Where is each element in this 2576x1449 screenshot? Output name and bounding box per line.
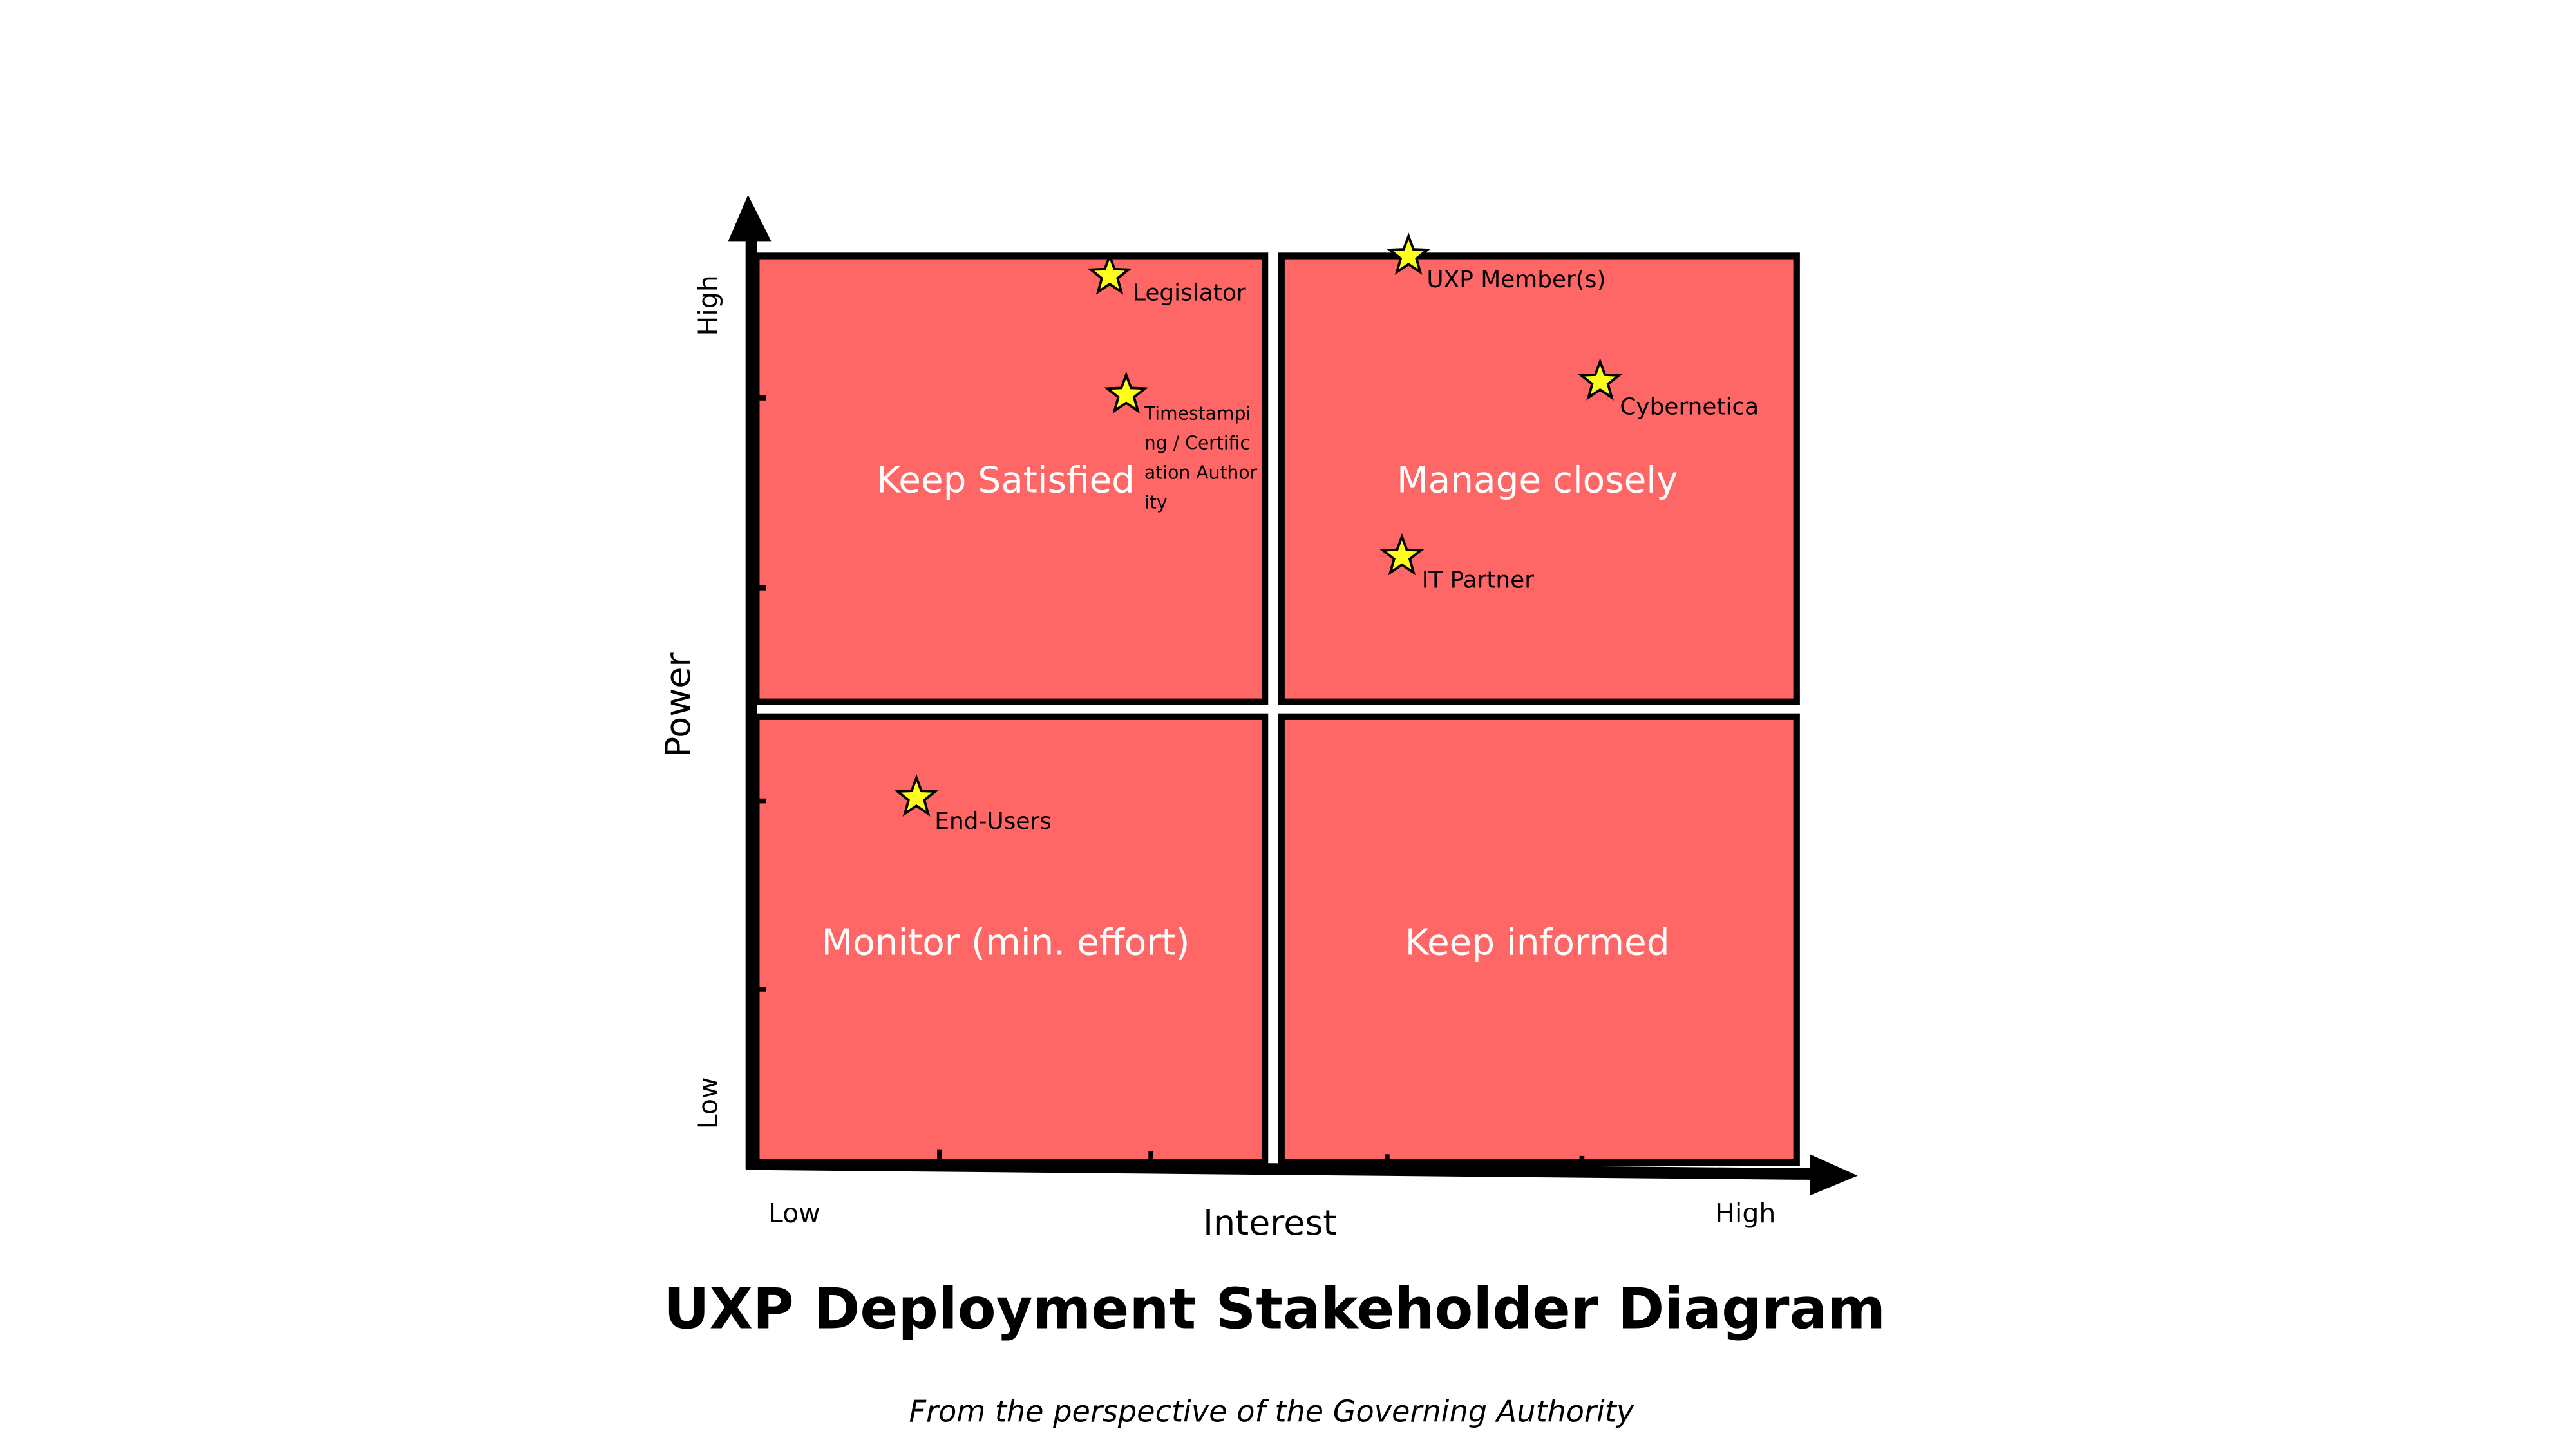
stakeholder-label-box: Timestamping / Certification Authority [1144,402,1258,514]
quadrant [753,713,1269,1166]
x-low-label: Low [768,1198,820,1229]
title: UXP Deployment Stakeholder Diagram [664,1276,1886,1341]
quadrant [753,252,1269,705]
stakeholder-label: End-Users [934,808,1052,835]
x-arrow [1810,1154,1858,1196]
x-high-label: High [1715,1198,1776,1229]
quadrant-label: Keep Satisfied [876,459,1135,501]
quadrant [1278,252,1800,705]
subtitle: From the perspective of the Governing Au… [909,1394,1634,1428]
quadrant-label: Monitor (min. effort) [822,922,1190,963]
y-low-label: Low [693,1077,724,1129]
x-axis [746,1158,1817,1180]
stakeholder-label: UXP Member(s) [1426,267,1605,293]
stakeholder-label: Legislator [1133,279,1246,306]
axis-ticks [751,395,1585,1173]
stakeholder-label: IT Partner [1422,567,1535,594]
y-arrow [728,194,772,242]
quadrant-label: Manage closely [1397,459,1678,501]
quadrant [1278,713,1800,1166]
stakeholder-label: Timestamping / Certification Authority [1144,402,1258,514]
x-axis-label: Interest [1203,1202,1336,1243]
stakeholder-label: Cybernetica [1620,393,1759,420]
y-axis-label: Power [658,652,698,758]
quadrant-label: Keep informed [1405,922,1670,963]
y-high-label: High [693,275,724,336]
